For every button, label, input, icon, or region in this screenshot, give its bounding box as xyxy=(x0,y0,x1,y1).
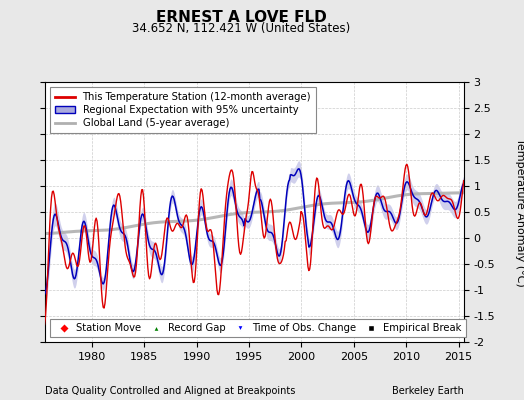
Y-axis label: Temperature Anomaly (°C): Temperature Anomaly (°C) xyxy=(515,138,524,286)
Text: ERNEST A LOVE FLD: ERNEST A LOVE FLD xyxy=(156,10,326,25)
Legend: Station Move, Record Gap, Time of Obs. Change, Empirical Break: Station Move, Record Gap, Time of Obs. C… xyxy=(50,319,466,337)
Text: Data Quality Controlled and Aligned at Breakpoints: Data Quality Controlled and Aligned at B… xyxy=(45,386,295,396)
Text: Berkeley Earth: Berkeley Earth xyxy=(392,386,464,396)
Text: 34.652 N, 112.421 W (United States): 34.652 N, 112.421 W (United States) xyxy=(132,22,350,35)
